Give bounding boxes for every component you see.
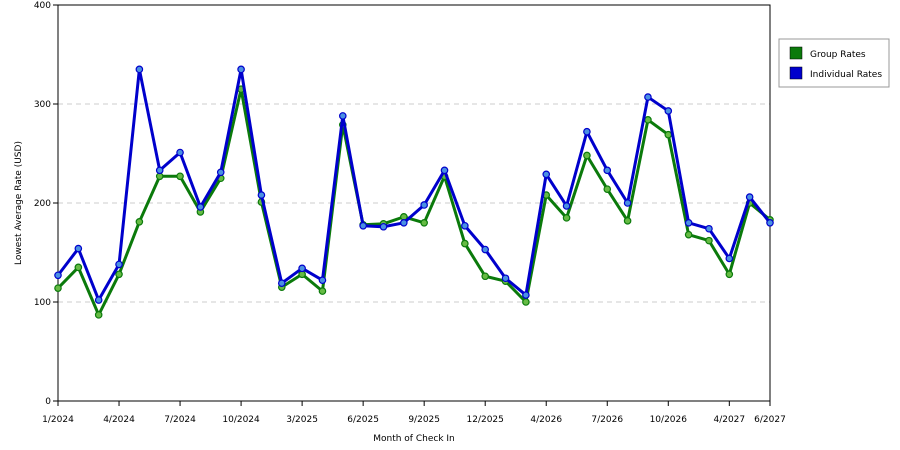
data-point-group-rates <box>705 236 713 245</box>
data-point-group-rates <box>644 116 652 124</box>
data-point-individual-rates <box>725 254 734 263</box>
data-point-group-rates <box>74 263 83 272</box>
data-series <box>54 65 774 319</box>
x-tick-label: 6/2025 <box>347 415 379 425</box>
y-tick-label: 100 <box>34 298 51 308</box>
data-point-individual-rates <box>481 245 490 254</box>
data-point-individual-rates <box>298 264 306 273</box>
data-point-group-rates <box>94 311 103 319</box>
data-point-group-rates <box>623 217 632 225</box>
x-tick-label: 12/2025 <box>467 415 504 425</box>
data-point-group-rates <box>318 287 327 295</box>
data-point-individual-rates <box>379 222 388 231</box>
data-point-group-rates <box>461 239 469 248</box>
legend-swatch-individual-rates <box>789 66 803 80</box>
x-axis-title: Month of Check In <box>373 434 455 444</box>
data-point-individual-rates <box>338 112 347 120</box>
data-point-individual-rates <box>74 244 83 253</box>
legend: Group Rates Individual Rates <box>778 38 890 88</box>
data-point-group-rates <box>562 214 571 222</box>
y-tick-label: 0 <box>45 397 51 407</box>
data-point-individual-rates <box>94 296 103 304</box>
grid-lines <box>58 103 770 303</box>
data-point-individual-rates <box>54 271 62 280</box>
series-line-individual-rates <box>56 67 772 302</box>
y-tick-label: 200 <box>34 199 51 209</box>
data-point-individual-rates <box>196 203 205 211</box>
x-tick-label: 4/2024 <box>103 415 135 425</box>
data-point-individual-rates <box>257 191 266 199</box>
data-point-group-rates <box>176 172 184 181</box>
data-point-individual-rates <box>440 166 449 175</box>
x-tick-label: 7/2026 <box>591 415 623 425</box>
data-point-individual-rates <box>461 221 469 230</box>
data-point-individual-rates <box>603 166 612 175</box>
data-point-individual-rates <box>318 276 327 285</box>
legend-swatch-group-rates <box>789 46 803 60</box>
data-point-individual-rates <box>277 279 286 287</box>
data-point-group-rates <box>522 298 530 306</box>
data-point-individual-rates <box>115 260 123 269</box>
x-tick-label: 7/2024 <box>164 415 196 425</box>
data-point-group-rates <box>684 230 693 239</box>
data-point-individual-rates <box>562 202 571 210</box>
data-point-individual-rates <box>644 93 652 101</box>
data-point-group-rates <box>603 185 612 193</box>
data-point-individual-rates <box>583 127 591 136</box>
data-point-individual-rates <box>420 201 428 209</box>
data-point-group-rates <box>115 270 123 279</box>
x-tick-label: 10/2026 <box>650 415 688 425</box>
data-point-individual-rates <box>216 168 225 177</box>
x-axis-ticks: 1/2024 4/2024 7/2024 10/2024 3/2025 6/2025 9/2… <box>42 401 786 425</box>
data-point-group-rates <box>420 219 428 227</box>
y-axis-title: Lowest Average Rate (USD) <box>14 141 24 265</box>
data-point-group-rates <box>725 270 734 279</box>
y-tick-label: 300 <box>34 100 51 110</box>
y-axis-ticks: 0 100 200 300 400 <box>34 1 58 407</box>
data-point-individual-rates <box>400 219 408 227</box>
data-point-individual-rates <box>623 199 632 207</box>
data-point-individual-rates <box>135 65 144 74</box>
data-point-individual-rates <box>501 274 510 283</box>
data-point-individual-rates <box>359 221 367 230</box>
x-tick-label: 1/2024 <box>42 415 74 425</box>
x-tick-label: 3/2025 <box>286 415 318 425</box>
data-point-group-rates <box>54 284 62 292</box>
data-point-individual-rates <box>705 224 713 233</box>
data-point-group-rates <box>583 151 591 160</box>
data-point-individual-rates <box>155 166 164 175</box>
data-point-group-rates <box>664 130 673 139</box>
legend-label-group-rates: Group Rates <box>810 50 866 60</box>
data-point-individual-rates <box>522 291 530 299</box>
legend-label-individual-rates: Individual Rates <box>810 70 882 80</box>
data-point-group-rates <box>135 218 144 226</box>
data-point-individual-rates <box>237 65 245 74</box>
y-tick-label: 400 <box>34 1 51 11</box>
x-tick-label: 10/2024 <box>222 415 260 425</box>
data-point-individual-rates <box>542 170 551 179</box>
series-line-group-rates <box>56 87 771 317</box>
data-point-individual-rates <box>766 219 774 227</box>
data-point-group-rates <box>481 272 490 281</box>
data-point-individual-rates <box>176 148 184 157</box>
x-tick-label: 4/2026 <box>530 415 562 425</box>
data-point-individual-rates <box>664 107 673 115</box>
x-tick-label: 9/2025 <box>408 415 440 425</box>
data-point-individual-rates <box>684 219 693 227</box>
data-point-individual-rates <box>745 193 754 201</box>
x-tick-label: 6/2027 <box>754 415 786 425</box>
x-tick-label: 4/2027 <box>713 415 745 425</box>
